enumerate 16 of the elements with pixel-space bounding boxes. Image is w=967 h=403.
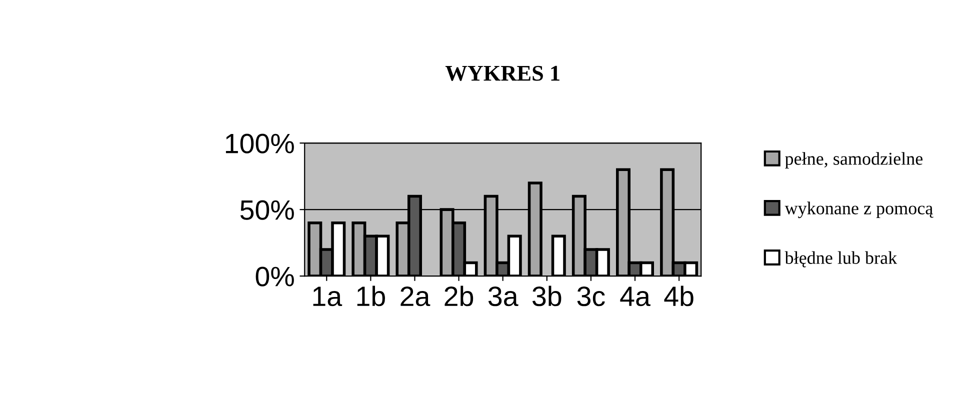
legend-label: pełne, samodzielne <box>785 152 923 169</box>
x-tick-label: 4a <box>620 286 650 306</box>
x-tick-label: 2a <box>400 286 430 306</box>
x-tick-label: 3a <box>488 286 518 306</box>
x-tick-label: 3b <box>532 286 562 306</box>
x-tick-label: 3c <box>577 286 605 306</box>
legend-label: wykonane z pomocą <box>784 202 934 218</box>
x-tick-label: 1a <box>313 286 342 306</box>
x-tick-label: 1b <box>357 286 385 306</box>
y-tick-label: 100% <box>226 134 294 154</box>
legend-label: błędne lub brak <box>784 251 898 268</box>
y-tick-label: 0% <box>256 266 294 286</box>
x-tick-label: 2b <box>444 286 474 306</box>
y-tick-label: 50% <box>240 200 294 220</box>
x-tick-label: 4b <box>664 286 694 306</box>
chart-title: WYKRES 1 <box>445 66 560 81</box>
